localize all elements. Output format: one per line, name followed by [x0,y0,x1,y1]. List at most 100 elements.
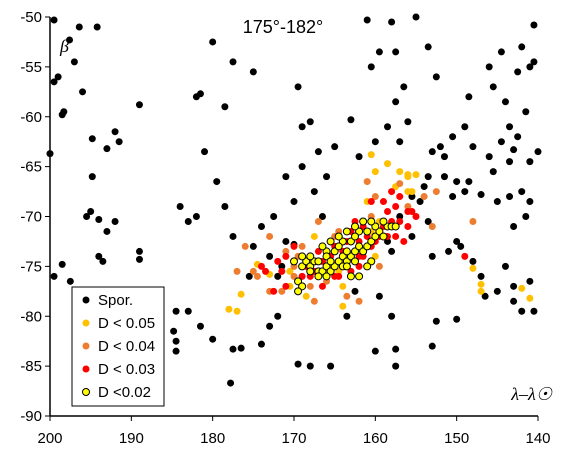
data-point [278,267,286,275]
data-point [60,108,68,116]
data-point [58,260,66,268]
y-axis-label: β [59,36,69,56]
legend-label: D < 0.03 [98,361,155,378]
data-point [355,272,364,281]
ticks-layer: -50 -55 -60 -65 -70 -75 -80 -85 -90 200 190 180 170 1… [20,9,550,447]
data-point [388,247,396,255]
data-point [270,287,278,295]
data-point [424,43,432,51]
data-point [83,213,91,220]
data-point [449,133,457,141]
data-point [278,262,286,270]
data-point [274,272,282,280]
data-point [404,203,412,211]
data-point [343,292,351,300]
data-point [347,116,355,124]
data-point [233,307,241,315]
data-point [497,48,505,56]
data-point [135,247,143,255]
data-point [396,193,404,201]
data-point [493,198,501,206]
data-point [367,151,375,159]
data-point [392,98,400,106]
data-point [351,232,359,241]
data-point [384,160,392,168]
data-point [506,123,514,131]
data-point [518,307,526,315]
data-point [323,173,331,181]
data-point [66,36,74,44]
data-point [408,193,416,201]
data-point [477,287,485,295]
data-point [416,198,424,206]
data-point [326,257,335,266]
data-point [453,178,461,186]
data-point [310,188,318,196]
data-point [135,101,143,109]
data-point [351,257,359,266]
data-point [79,88,87,96]
data-point [432,188,440,196]
data-point [196,90,204,98]
data-point [363,178,371,186]
x-tick-label: 170 [281,430,306,447]
data-point [229,345,237,353]
data-point [400,237,408,245]
data-point [310,297,318,305]
legend-label: Spor. [98,292,133,309]
data-point [266,322,274,330]
data-point [514,133,522,141]
series-1 [46,13,542,387]
data-point [88,173,96,181]
data-point [388,18,396,26]
data-point [363,227,372,236]
data-point [371,347,379,355]
data-point [522,108,530,116]
data-point [334,232,343,241]
data-point [420,183,428,191]
data-point [367,63,375,71]
x-tick-label: 200 [37,430,62,447]
data-point [343,312,351,320]
data-point [346,272,355,281]
data-point [135,255,143,263]
data-point [355,297,363,305]
data-point [351,222,359,231]
data-point [237,290,245,298]
data-point [221,103,229,111]
data-point [449,193,457,201]
data-point [249,68,257,76]
data-point [209,38,217,46]
data-point [363,16,371,24]
legend-label: D < 0.05 [98,315,155,332]
data-point [477,280,485,288]
data-point [282,252,290,260]
data-point [514,68,522,76]
data-point [367,217,376,226]
data-point [530,58,538,66]
legend-label: D <0.02 [98,384,151,401]
data-point [379,217,388,226]
data-point [93,23,101,31]
data-point [306,252,315,261]
data-point [465,93,473,101]
data-point [257,262,265,270]
data-point [75,23,83,31]
data-point [396,168,404,176]
data-point [257,340,265,348]
data-point [412,213,420,220]
data-point [172,307,180,315]
data-point [229,58,237,66]
data-point [306,362,314,370]
data-point [404,173,412,181]
data-point [453,237,461,245]
data-point [213,178,221,186]
data-point [335,272,343,280]
y-tick-label: -70 [20,209,42,226]
data-point [526,294,534,302]
data-point [436,143,444,151]
data-point [530,21,538,29]
legend-marker [82,319,90,327]
data-point [237,344,245,352]
